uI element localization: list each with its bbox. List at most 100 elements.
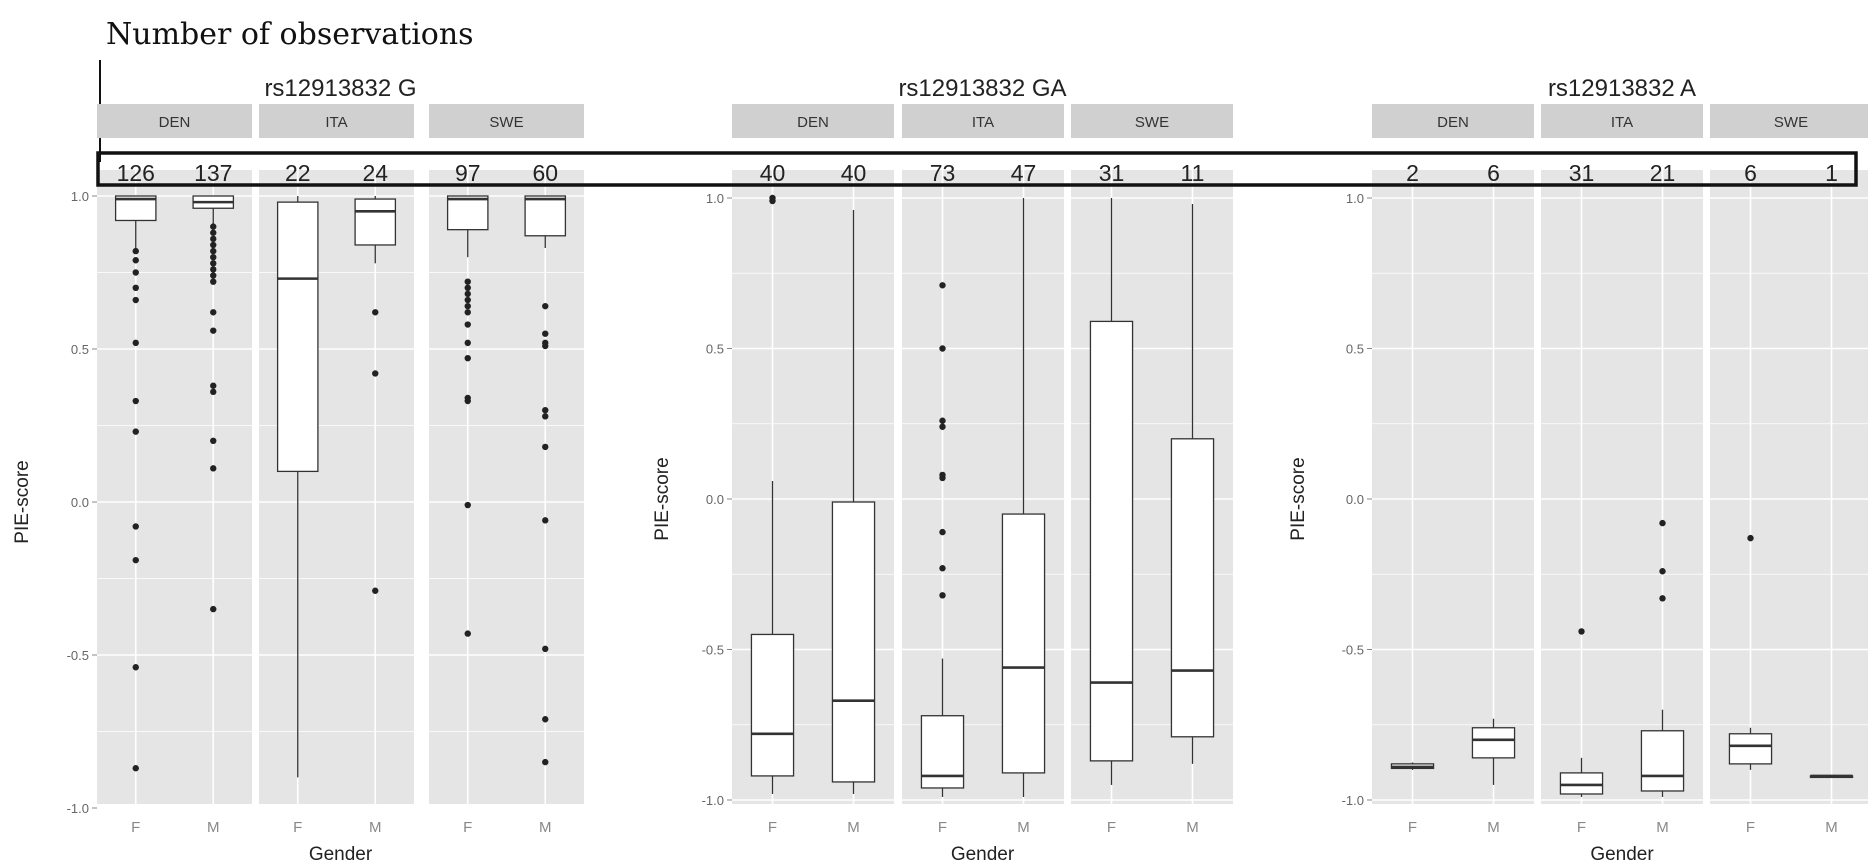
observation-count: 47: [1011, 160, 1037, 186]
box-m: [524, 195, 567, 237]
outlier-point: [132, 664, 139, 671]
box-f: [1089, 320, 1134, 762]
outlier-point: [210, 437, 217, 444]
facet-panel: [1372, 170, 1534, 804]
outlier-point: [1659, 595, 1666, 602]
outlier-point: [542, 517, 549, 524]
outlier-point: [542, 302, 549, 310]
outlier-point: [372, 587, 379, 594]
x-tick-label: M: [847, 819, 860, 836]
outlier-point: [132, 428, 139, 435]
outlier-point: [210, 388, 217, 396]
outlier-point: [542, 342, 549, 350]
facet-strip-label: SWE: [1135, 114, 1169, 131]
outlier-point: [210, 241, 217, 249]
outlier-point: [464, 501, 471, 509]
outlier-point: [210, 327, 217, 334]
observation-count: 31: [1099, 160, 1125, 186]
observation-count: 97: [455, 160, 481, 186]
observation-count: 60: [532, 160, 558, 186]
x-tick-label: F: [768, 819, 777, 836]
outlier-point: [132, 397, 139, 405]
y-tick-label: 0.0: [71, 495, 89, 510]
outlier-point: [132, 765, 139, 772]
observation-count: 73: [930, 160, 956, 186]
facet-panel: [429, 170, 584, 804]
outlier-point: [210, 223, 217, 230]
facet-panel: [97, 170, 252, 804]
box-m: [1170, 438, 1215, 738]
outlier-point: [210, 465, 217, 472]
facet-strip-swe: [429, 104, 584, 138]
y-tick-label: 0.5: [71, 342, 89, 357]
facet-panel: [1710, 170, 1868, 804]
outlier-point: [542, 407, 549, 414]
observation-count: 21: [1650, 160, 1676, 186]
chart-title: rs12913832 G: [264, 75, 416, 102]
observation-count: 6: [1744, 160, 1757, 186]
outlier-point: [132, 523, 139, 530]
x-tick-label: F: [1107, 819, 1116, 836]
outlier-point: [132, 269, 139, 276]
outlier-point: [464, 630, 471, 637]
y-axis-label: PIE-score: [12, 460, 33, 543]
box-m: [1640, 730, 1685, 792]
box-f: [750, 633, 795, 777]
outlier-point: [939, 282, 946, 289]
outlier-point: [939, 528, 946, 536]
observation-count: 126: [117, 160, 155, 186]
outlier-point: [210, 272, 217, 279]
observation-count: 22: [285, 160, 311, 186]
outlier-point: [939, 417, 946, 424]
facet-strip-label: DEN: [159, 114, 191, 131]
facet-strip-label: ITA: [972, 114, 994, 131]
outlier-point: [132, 247, 139, 255]
observation-count-highlight-box: [96, 151, 1858, 187]
outlier-point: [372, 309, 379, 316]
outlier-point: [542, 758, 549, 766]
facet-strip-swe: [1071, 104, 1233, 138]
observation-count: 137: [194, 160, 232, 186]
outlier-point: [1747, 534, 1754, 542]
outlier-point: [939, 423, 946, 430]
outlier-point: [939, 592, 946, 599]
x-tick-label: M: [207, 819, 220, 836]
box-m: [354, 198, 397, 246]
y-tick-label: 0.5: [706, 342, 724, 357]
observation-count: 40: [760, 160, 786, 186]
y-tick-label: 0.0: [706, 492, 724, 507]
facet-strip-ita: [259, 104, 414, 138]
x-tick-label: F: [1577, 819, 1586, 836]
x-tick-label: M: [1656, 819, 1669, 836]
outlier-point: [939, 565, 946, 572]
facet-panel: [1541, 170, 1703, 804]
y-axis-label: PIE-score: [1288, 457, 1309, 540]
box-f: [1728, 733, 1773, 765]
outlier-point: [210, 266, 217, 273]
facet-strip-label: SWE: [1774, 114, 1808, 131]
facet-strip-label: DEN: [1437, 114, 1469, 131]
outlier-point: [210, 229, 217, 236]
chart-title: rs12913832 GA: [898, 75, 1066, 102]
y-tick-label: -0.5: [1342, 643, 1364, 658]
outlier-point: [464, 321, 471, 328]
observation-count: 31: [1569, 160, 1595, 186]
outlier-point: [939, 474, 946, 482]
y-axis-label: PIE-score: [652, 457, 673, 540]
outlier-point: [210, 247, 217, 255]
outlier-point: [132, 339, 139, 347]
observation-count: 11: [1181, 160, 1205, 186]
x-tick-label: F: [293, 819, 302, 836]
outlier-point: [464, 339, 471, 347]
annotation-title: Number of observations: [106, 17, 474, 52]
x-tick-label: F: [1746, 819, 1755, 836]
outlier-point: [542, 645, 549, 653]
x-tick-label: M: [369, 819, 382, 836]
x-tick-label: M: [539, 819, 552, 836]
box-m: [1471, 727, 1516, 759]
outlier-point: [464, 354, 471, 362]
y-tick-label: -0.5: [67, 648, 89, 663]
observation-count: 2: [1406, 160, 1419, 186]
facet-strip-label: DEN: [797, 114, 829, 131]
facet-strip-den: [732, 104, 894, 138]
